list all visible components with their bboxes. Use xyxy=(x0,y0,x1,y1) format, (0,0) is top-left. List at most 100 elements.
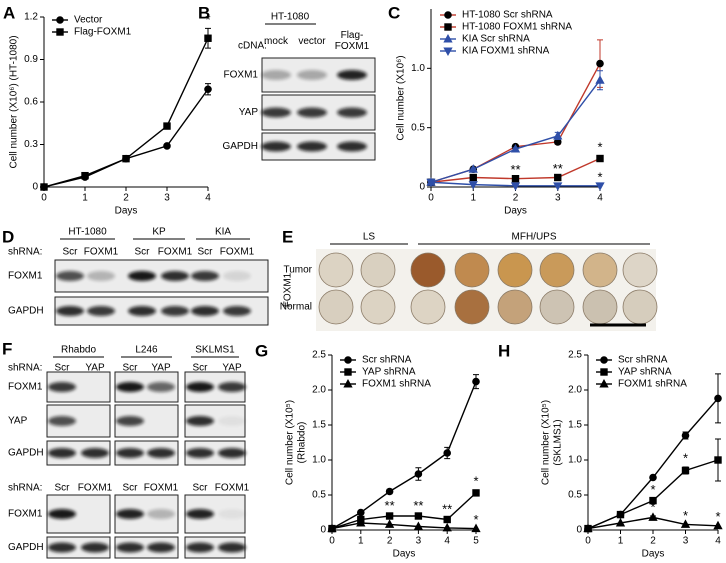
lane-label: Scr xyxy=(123,363,139,374)
band xyxy=(191,271,219,281)
x-tick-label: 1 xyxy=(358,536,364,547)
band xyxy=(337,141,367,152)
marker xyxy=(443,449,452,457)
band xyxy=(297,141,327,152)
lane-label: YAP xyxy=(222,363,242,374)
band xyxy=(147,448,175,458)
blot-label: GAPDH xyxy=(8,448,44,459)
lane-label: YAP xyxy=(85,363,105,374)
band xyxy=(161,306,189,316)
group-label: KP xyxy=(152,227,166,238)
row-label: Tumor xyxy=(283,265,312,276)
blot-label: GAPDH xyxy=(222,141,258,152)
tissue-core xyxy=(360,252,396,288)
band xyxy=(48,509,76,519)
annotation: * xyxy=(473,512,478,527)
marker xyxy=(680,519,691,528)
annotation: * xyxy=(683,508,688,523)
x-tick-label: 1 xyxy=(470,193,476,204)
group-label: SKLMS1 xyxy=(195,345,235,356)
blot-label: YAP xyxy=(239,107,259,118)
y-axis-title: Cell number (X10⁵) xyxy=(541,400,552,485)
y-tick-label: 0.5 xyxy=(568,490,582,501)
series-line xyxy=(331,522,477,530)
marker xyxy=(649,496,657,505)
band xyxy=(337,107,367,118)
blot-label: FOXM1 xyxy=(224,70,259,81)
annotation: ** xyxy=(385,498,395,513)
tissue-core xyxy=(497,252,533,288)
marker xyxy=(414,470,423,478)
legend-marker xyxy=(343,378,353,388)
lane-label: FOXM1 xyxy=(78,483,113,494)
lane-label: Scr xyxy=(123,483,139,494)
legend-marker xyxy=(600,356,608,364)
lane-label: vector xyxy=(298,36,326,47)
marker xyxy=(122,154,130,163)
band xyxy=(297,70,327,80)
band xyxy=(186,542,214,553)
legend-label: KIA FOXM1 shRNA xyxy=(462,46,550,57)
x-tick-label: 4 xyxy=(444,536,450,547)
band xyxy=(116,416,144,426)
x-tick-label: 2 xyxy=(650,536,656,547)
band xyxy=(81,542,109,553)
blot-label: FOXM1 xyxy=(8,271,43,282)
marker xyxy=(554,173,562,182)
marker xyxy=(327,523,337,533)
band xyxy=(218,509,246,519)
band xyxy=(223,306,251,316)
group-label: KIA xyxy=(215,227,231,238)
group-label: Rhabdo xyxy=(61,345,96,356)
band xyxy=(223,271,251,281)
y-axis-title: Cell number (X10⁶) xyxy=(396,55,407,140)
x-axis-title: Days xyxy=(504,206,527,217)
band xyxy=(186,448,214,458)
tissue-core xyxy=(318,252,354,288)
blot-label: FOXM1 xyxy=(8,509,43,520)
blot-label: GAPDH xyxy=(8,306,44,317)
y-tick-label: 1.0 xyxy=(568,455,582,466)
panel-label: E xyxy=(282,227,293,246)
blot-label: FOXM1 xyxy=(8,382,43,393)
marker xyxy=(413,521,424,530)
band xyxy=(116,448,144,458)
legend-label: YAP shRNA xyxy=(362,367,416,378)
x-tick-label: 2 xyxy=(387,536,393,547)
panel-label: B xyxy=(198,3,210,22)
annotation: * xyxy=(205,12,210,27)
legend-marker xyxy=(344,368,352,376)
y-tick-label: 0.5 xyxy=(312,490,326,501)
stain-label: FOXM1 xyxy=(283,272,294,307)
legend-marker xyxy=(344,356,352,364)
marker xyxy=(163,122,171,130)
group-label: HT-1080 xyxy=(68,227,107,238)
x-tick-label: 4 xyxy=(205,193,211,204)
band xyxy=(186,509,214,519)
y-tick-label: 1.0 xyxy=(312,455,326,466)
marker xyxy=(385,487,394,496)
marker xyxy=(510,143,521,153)
band xyxy=(218,542,246,553)
marker xyxy=(414,512,423,520)
band xyxy=(116,542,144,553)
y-axis-title: Cell number (X10⁵) xyxy=(285,400,296,485)
lane-label: Scr xyxy=(193,483,209,494)
panel-label: D xyxy=(2,227,14,246)
group-label: LS xyxy=(363,232,376,243)
x-tick-label: 4 xyxy=(597,193,603,204)
band xyxy=(261,141,291,152)
lane-label: YAP xyxy=(151,363,171,374)
marker xyxy=(384,519,395,528)
tissue-core xyxy=(582,252,618,288)
series-line xyxy=(331,381,477,530)
marker xyxy=(553,130,563,140)
y-tick-label: 0 xyxy=(32,182,38,193)
tissue-core xyxy=(539,289,575,325)
marker xyxy=(357,508,365,517)
panel-label: F xyxy=(2,339,12,358)
legend-label: HT-1080 FOXM1 shRNA xyxy=(462,22,572,33)
y-tick-label: 1.5 xyxy=(312,420,326,431)
legend-label: Vector xyxy=(74,15,103,26)
